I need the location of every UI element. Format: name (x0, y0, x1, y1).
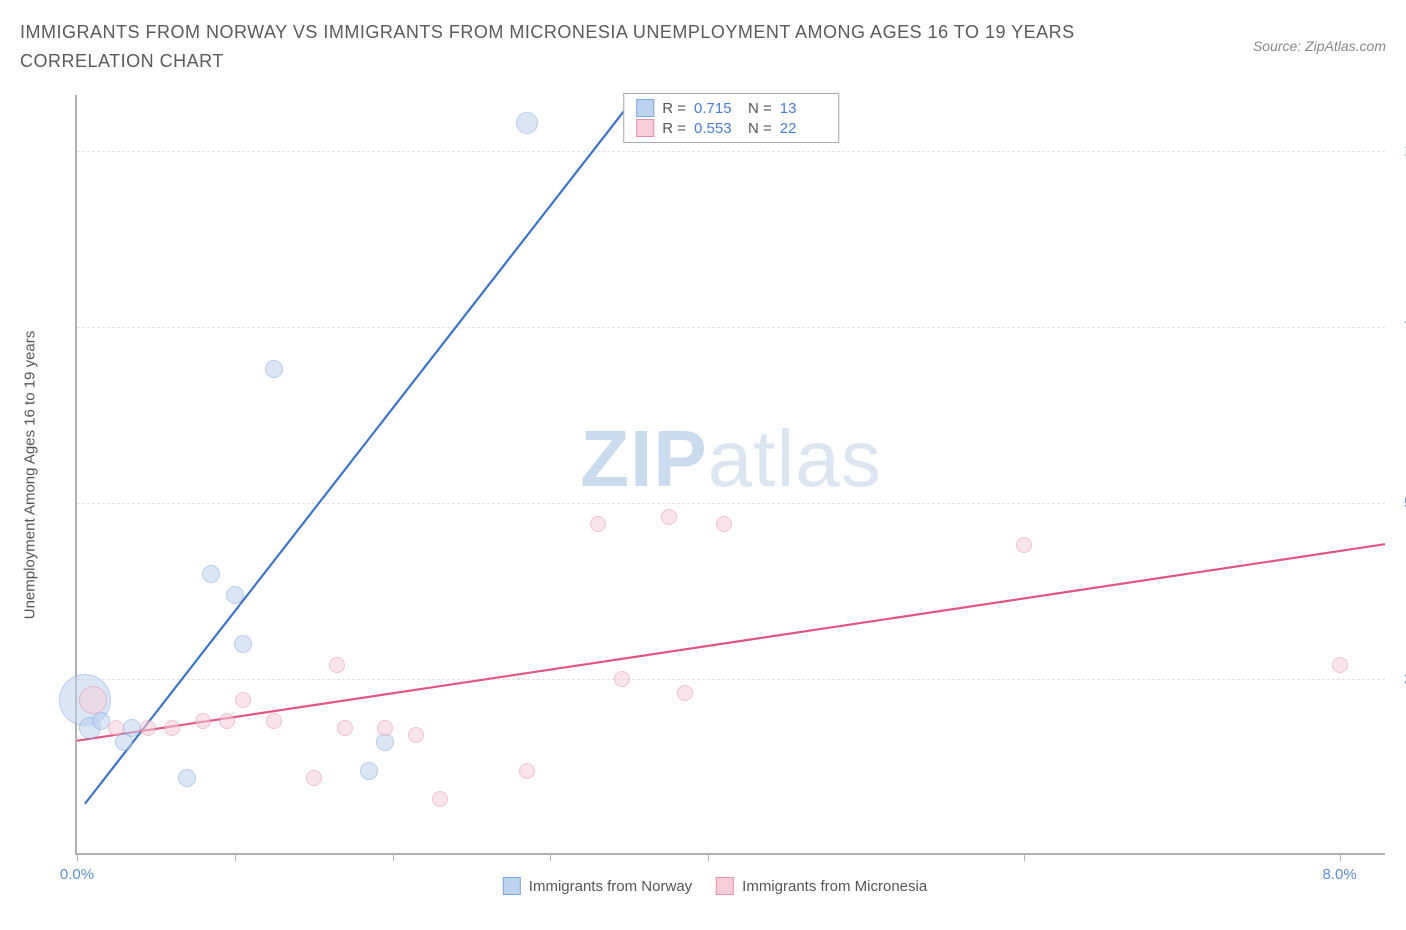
legend-series: Immigrants from Norway Immigrants from Mi… (503, 877, 927, 895)
source-attribution: Source: ZipAtlas.com (1253, 38, 1386, 54)
n-label: N = (748, 120, 772, 137)
gridline (77, 327, 1385, 328)
data-point-micronesia (432, 791, 448, 807)
legend-swatch-micronesia (716, 877, 734, 895)
data-point-norway (123, 719, 141, 737)
gridline (77, 503, 1385, 504)
xtick-label: 0.0% (60, 866, 94, 883)
data-point-norway (265, 360, 283, 378)
data-point-micronesia (219, 713, 235, 729)
ytick-label: 100.0% (1390, 143, 1406, 160)
data-point-micronesia (408, 727, 424, 743)
watermark: ZIPatlas (580, 413, 881, 505)
data-point-micronesia (235, 692, 251, 708)
legend-stat-row-norway: R = 0.715 N = 13 (636, 98, 826, 118)
data-point-norway (202, 565, 220, 583)
xtick-label: 8.0% (1323, 866, 1357, 883)
gridline (77, 679, 1385, 680)
legend-swatch-norway (503, 877, 521, 895)
data-point-micronesia (661, 509, 677, 525)
data-point-norway (178, 769, 196, 787)
chart-title: IMMIGRANTS FROM NORWAY VS IMMIGRANTS FRO… (20, 18, 1120, 76)
data-point-micronesia (329, 657, 345, 673)
legend-label: Immigrants from Micronesia (742, 878, 927, 895)
data-point-micronesia (140, 720, 156, 736)
xtick (708, 853, 709, 861)
data-point-norway (516, 112, 538, 134)
legend-item-norway: Immigrants from Norway (503, 877, 692, 895)
ytick-label: 25.0% (1390, 671, 1406, 688)
r-value: 0.553 (694, 120, 740, 137)
legend-item-micronesia: Immigrants from Micronesia (716, 877, 927, 895)
regression-line-norway (85, 95, 637, 804)
data-point-micronesia (337, 720, 353, 736)
xtick (550, 853, 551, 861)
data-point-micronesia (1016, 537, 1032, 553)
data-point-micronesia (519, 763, 535, 779)
gridline (77, 151, 1385, 152)
xtick (1024, 853, 1025, 861)
xtick (393, 853, 394, 861)
regression-line-micronesia (77, 544, 1385, 741)
data-point-micronesia (677, 685, 693, 701)
r-label: R = (662, 120, 686, 137)
n-value: 13 (780, 100, 826, 117)
regression-lines (77, 95, 1385, 853)
xtick (1340, 853, 1341, 861)
r-value: 0.715 (694, 100, 740, 117)
ytick-label: 50.0% (1390, 495, 1406, 512)
legend-label: Immigrants from Norway (529, 878, 692, 895)
r-label: R = (662, 100, 686, 117)
data-point-micronesia (590, 516, 606, 532)
n-label: N = (748, 100, 772, 117)
xtick (235, 853, 236, 861)
ytick-label: 75.0% (1390, 319, 1406, 336)
data-point-micronesia (108, 720, 124, 736)
data-point-norway (226, 586, 244, 604)
data-point-micronesia (164, 720, 180, 736)
data-point-micronesia (195, 713, 211, 729)
legend-swatch-micronesia (636, 119, 654, 137)
data-point-micronesia (716, 516, 732, 532)
plot-area: ZIPatlas R =0.715N =13R =0.553N =22 25.0… (75, 95, 1385, 855)
data-point-norway (92, 712, 110, 730)
data-point-micronesia (1332, 657, 1348, 673)
data-point-norway (360, 762, 378, 780)
yaxis-label: Unemployment Among Ages 16 to 19 years (22, 331, 39, 620)
data-point-micronesia (266, 713, 282, 729)
legend-swatch-norway (636, 99, 654, 117)
data-point-micronesia (79, 686, 107, 714)
legend-stat-row-micronesia: R = 0.553 N = 22 (636, 118, 826, 138)
data-point-norway (234, 635, 252, 653)
xtick (77, 853, 78, 861)
data-point-micronesia (377, 720, 393, 736)
legend-correlation-box: R = 0.715 N = 13 R = 0.553 N = 22 (623, 93, 839, 143)
n-value: 22 (780, 120, 826, 137)
data-point-micronesia (306, 770, 322, 786)
data-point-micronesia (614, 671, 630, 687)
plot-container: Unemployment Among Ages 16 to 19 years Z… (45, 95, 1385, 855)
